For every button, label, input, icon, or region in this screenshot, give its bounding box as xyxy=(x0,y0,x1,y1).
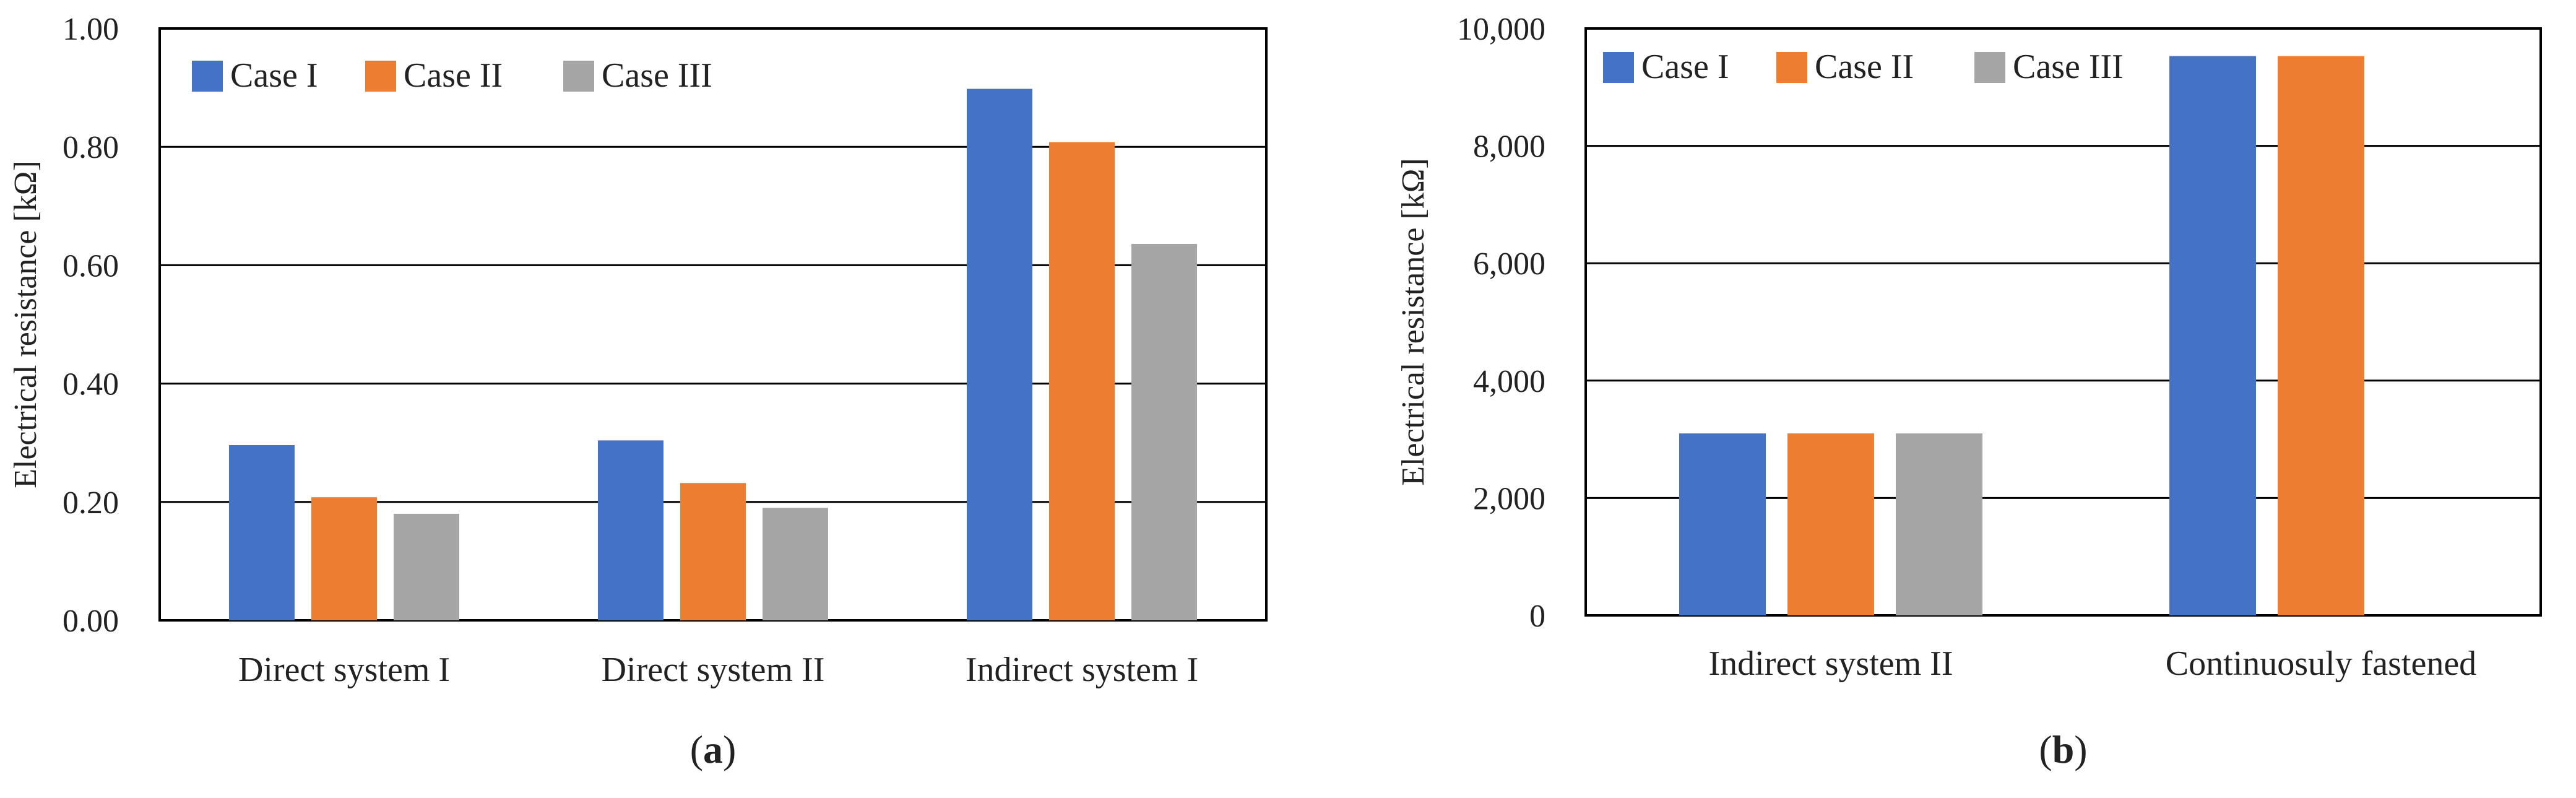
chart-panel-a: 0.00 0.20 0.40 0.60 0.80 1.00 Direct system I D… xyxy=(8,12,1268,771)
category-label: Indirect system II xyxy=(1709,644,1953,683)
y-tick-label: 10,000 xyxy=(1457,12,1545,47)
y-tick-label: 0.80 xyxy=(63,130,119,165)
bar-case-i xyxy=(2169,56,2256,615)
y-tick-label: 6,000 xyxy=(1473,246,1545,282)
bar-case-iii xyxy=(394,513,459,620)
legend-label: Case III xyxy=(602,56,712,95)
bar-case-ii xyxy=(680,483,746,620)
y-axis-label: Electrical resistance [kΩ] xyxy=(8,160,43,488)
y-axis-label: Electrical resistance [kΩ] xyxy=(1396,158,1431,485)
legend-swatch xyxy=(1603,52,1634,83)
legend-swatch xyxy=(1776,52,1807,83)
y-tick-label: 0.20 xyxy=(63,485,119,521)
category-label: Indirect system I xyxy=(966,651,1198,689)
bar-case-iii xyxy=(763,508,828,620)
chart-panel-b: 0 2,000 4,000 6,000 8,000 10,000 Indirect syst… xyxy=(1396,12,2542,771)
category-label: Direct system II xyxy=(602,651,825,689)
category-label: Direct system I xyxy=(238,651,450,689)
legend-swatch xyxy=(563,61,594,92)
y-tick-label: 0.40 xyxy=(63,367,119,402)
plot-frame xyxy=(1584,27,2542,617)
legend-label: Case I xyxy=(230,56,318,95)
bar-case-ii xyxy=(311,497,377,620)
y-tick-label: 0.60 xyxy=(63,248,119,284)
bar-case-ii xyxy=(1787,433,1874,615)
legend-label: Case III xyxy=(2013,48,2124,86)
legend-label: Case I xyxy=(1641,48,1729,86)
bar-case-ii xyxy=(2278,56,2364,615)
bar-case-iii xyxy=(1896,433,1982,615)
legend-label: Case II xyxy=(404,56,503,95)
y-tick-label: 1.00 xyxy=(63,12,119,47)
bar-case-iii xyxy=(1131,243,1197,620)
category-label: Continuosuly fastened xyxy=(2166,644,2476,683)
bar-case-ii xyxy=(1049,142,1115,620)
y-tick-label: 0 xyxy=(1529,599,1545,634)
y-tick-label: 8,000 xyxy=(1473,129,1545,165)
bar-case-i xyxy=(598,440,663,620)
bar-case-i xyxy=(967,89,1032,621)
bar-case-i xyxy=(229,445,295,620)
y-tick-label: 4,000 xyxy=(1473,364,1545,399)
y-tick-label: 2,000 xyxy=(1473,481,1545,516)
legend-swatch xyxy=(365,61,396,92)
bar-case-i xyxy=(1679,433,1766,615)
legend-swatch xyxy=(192,61,223,92)
panel-caption: (a) xyxy=(690,727,737,771)
y-tick-label: 0.00 xyxy=(63,604,119,639)
legend-label: Case II xyxy=(1815,48,1914,86)
legend-swatch xyxy=(1974,52,2005,83)
panel-caption: (b) xyxy=(2039,727,2087,771)
